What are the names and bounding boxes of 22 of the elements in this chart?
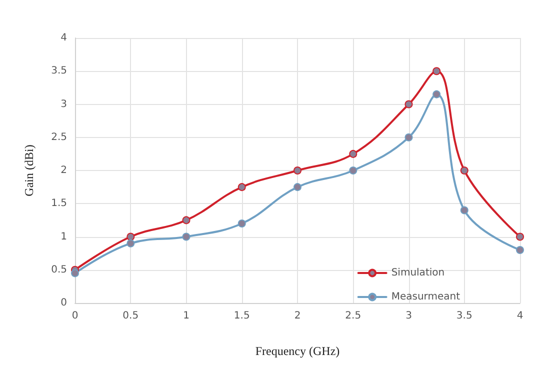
x-axis-title: Frequency (GHz) — [255, 344, 340, 358]
x-tick-label: 3 — [406, 310, 412, 322]
legend-label: Measurmeant — [391, 292, 460, 302]
x-tick-label: 4 — [516, 310, 524, 322]
y-tick-label: 2.5 — [51, 132, 67, 143]
y-tick-label: 0.5 — [51, 264, 67, 276]
y-tick-label: 0 — [60, 298, 67, 308]
y-tick-label: 2 — [60, 165, 67, 176]
x-tick-label: 2.5 — [345, 310, 362, 322]
y-tick-label: 4 — [60, 32, 67, 44]
x-tick-label: 1.5 — [234, 310, 250, 322]
y-axis-title: Gain (dBi) — [22, 144, 36, 196]
x-tick-label: 0 — [72, 310, 78, 322]
x-tick-label: 2 — [294, 310, 301, 322]
x-tick-label: 1 — [183, 310, 190, 322]
legend-label: Simulation — [391, 268, 445, 278]
x-tick-label: 3.5 — [456, 310, 472, 322]
y-tick-label: 3.5 — [51, 66, 67, 77]
x-tick-label: 0.5 — [122, 310, 139, 322]
y-tick-label: 1 — [60, 231, 67, 242]
y-tick-label: 1.5 — [51, 198, 67, 210]
y-tick-label: 3 — [60, 98, 67, 110]
